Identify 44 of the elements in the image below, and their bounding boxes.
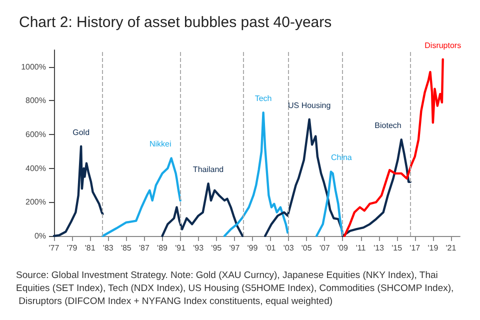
series-label: Gold — [72, 128, 90, 137]
x-tick-label: '91 — [175, 244, 186, 252]
y-tick-label: 400% — [26, 164, 46, 173]
y-tick-label: 200% — [26, 198, 46, 207]
x-tick-label: '01 — [265, 244, 276, 252]
x-tick-label: '09 — [337, 244, 348, 252]
x-tick-label: '95 — [211, 244, 222, 252]
x-tick-label: '81 — [84, 244, 96, 252]
series-label: Biotech — [374, 121, 402, 130]
series-label: Nikkei — [150, 140, 172, 149]
x-tick-label: '89 — [157, 244, 168, 252]
chart-title: Chart 2: History of asset bubbles past 40-years — [19, 14, 332, 31]
series-label: Thailand — [192, 165, 224, 174]
line-series — [315, 170, 344, 238]
x-tick-label: '87 — [139, 244, 150, 252]
y-tick-label: 0% — [34, 232, 46, 240]
x-tick-label: '79 — [66, 244, 78, 252]
x-tick-label: '21 — [446, 244, 457, 252]
series-label: US Housing — [288, 100, 331, 110]
x-tick-label: '03 — [283, 244, 294, 252]
x-tick-label: '11 — [356, 244, 366, 252]
x-tick-label: '13 — [374, 244, 385, 252]
line-series — [52, 145, 104, 238]
x-tick-label: '85 — [120, 244, 132, 252]
series-label: China — [330, 153, 352, 162]
y-tick-label: 1000% — [21, 62, 46, 72]
x-tick-label: '77 — [48, 244, 60, 252]
line-series — [223, 111, 289, 238]
source-note: Source: Global Investment Strategy. Note: Gold (XAU Curncy), Japanese Equities (NKY Index), Thai Equities (SET Index), Tech (NDX Index), US Housing (S5HOME Index), Commodities (SHCOMP Index), Disruptors (DIFCOM Index + NYFANG Index constituents, equal weighted) — [16, 270, 454, 307]
x-tick-label: '17 — [410, 244, 421, 252]
x-tick-label: '05 — [301, 244, 312, 252]
x-tick-label: '07 — [319, 244, 330, 252]
x-tick-label: '83 — [102, 244, 114, 252]
y-tick-label: 800% — [26, 96, 46, 106]
x-tick-label: '97 — [229, 244, 240, 252]
y-tick-label: 600% — [26, 130, 46, 140]
line-series — [161, 182, 244, 238]
x-tick-label: '15 — [392, 244, 403, 252]
series-label: Tech — [254, 94, 272, 104]
x-tick-label: '93 — [193, 244, 204, 252]
series-label: Disruptors — [424, 40, 462, 50]
x-tick-label: '99 — [247, 244, 258, 252]
line-series — [102, 157, 182, 238]
x-tick-label: '19 — [428, 244, 439, 252]
